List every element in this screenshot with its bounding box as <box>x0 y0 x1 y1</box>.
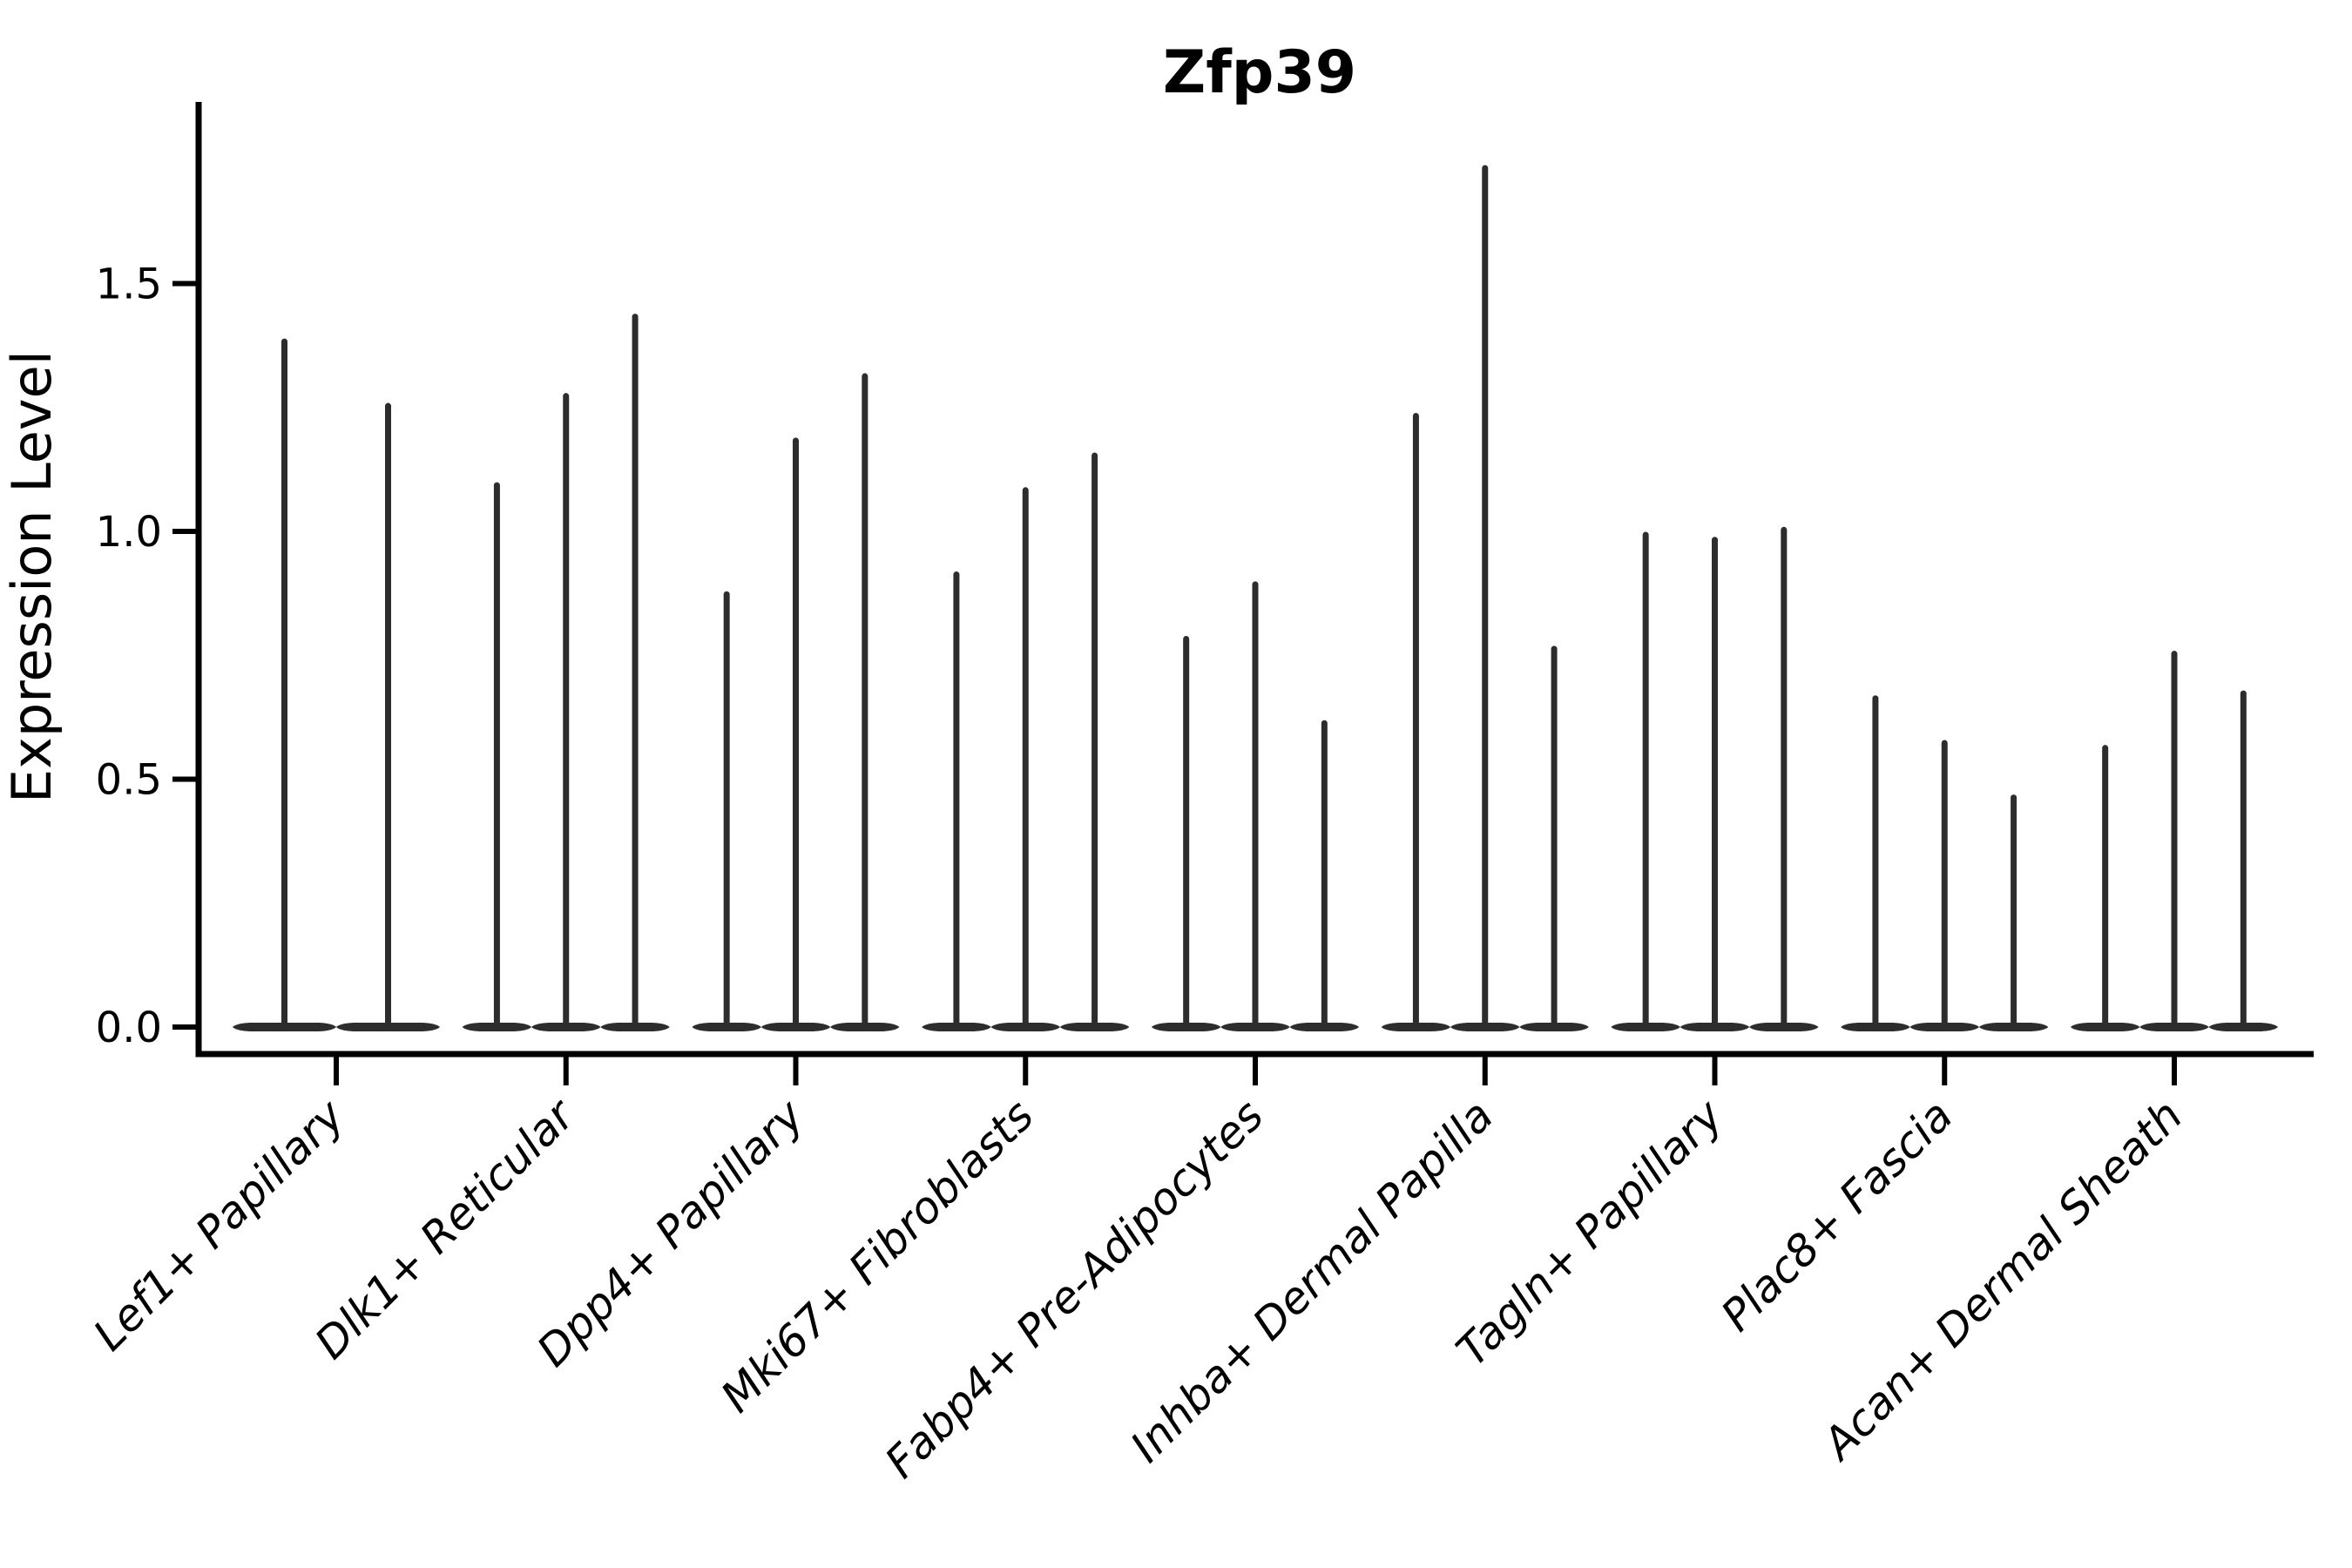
x-tick-label: Plac8+ Fascia <box>1712 1090 1963 1341</box>
violins-layer <box>233 165 2278 1031</box>
y-tick-label: 1.5 <box>96 260 162 309</box>
y-tick-label: 0.5 <box>96 756 162 805</box>
x-tick-label: Lef1+ Papillary <box>84 1089 355 1360</box>
x-tick-label: Fabp4+ Pre-Adipocytes <box>875 1090 1274 1488</box>
y-tick-label: 1.0 <box>96 508 162 557</box>
y-axis-label: Expression Level <box>0 350 64 803</box>
y-tick-label: 0.0 <box>96 1004 162 1052</box>
chart-title: Zfp39 <box>1163 38 1356 107</box>
x-tick-label: Inhba+ Dermal Papilla <box>1121 1090 1503 1471</box>
